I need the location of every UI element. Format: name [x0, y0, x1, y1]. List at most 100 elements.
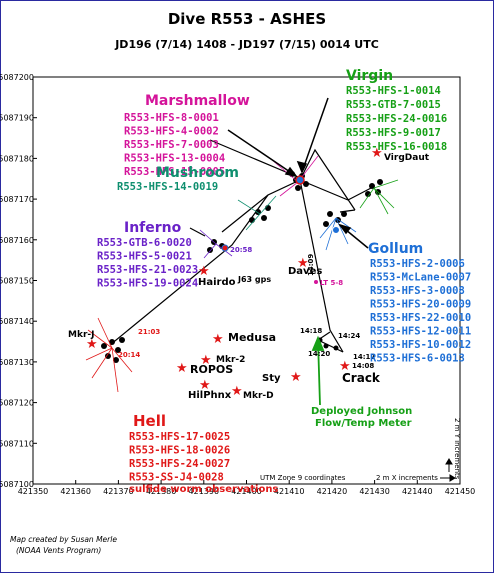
map-subtitle: JD196 (7/14) 1408 - JD197 (7/15) 0014 UT…	[114, 38, 379, 51]
sample-id-virgin: R553-HFS-16-0018	[346, 141, 447, 153]
svg-text:★: ★	[297, 256, 309, 271]
sample-id-virgin: R553-HFS-9-0017	[346, 127, 441, 139]
x-tick-label: 421360	[60, 487, 91, 496]
vent-labels: VirgDaut Daves Hairdo Medusa Mkr-2 ROPOS…	[68, 153, 430, 401]
x-tick-label: 421440	[402, 487, 433, 496]
sample-id-marshmallow: R553-HFS-7-0003	[124, 139, 219, 151]
x-tick-label: 421370	[103, 487, 134, 496]
sample-id-virgin: R553-HFS-1-0014	[346, 85, 441, 97]
sample-id-inferno: R553-HFS-21-0023	[97, 264, 198, 276]
site-name-marshmallow: Marshmallow	[145, 93, 250, 109]
sample-id-hell: R553-HFS-17-0025	[129, 431, 230, 443]
vent-ropos: ROPOS	[190, 363, 233, 376]
svg-text:★: ★	[200, 353, 212, 368]
vent-mkrd: Mkr-D	[243, 391, 274, 401]
time-2103: 21:03	[138, 328, 160, 336]
vent-sty: Sty	[262, 373, 281, 384]
time-1408: 14:08	[352, 362, 374, 370]
sample-id-gollum: R553-HFS-20-0009	[370, 299, 471, 311]
site-name-hell: Hell	[133, 412, 166, 430]
site-gollum: Gollum R553-HFS-2-0006R553-McLane-0007R5…	[368, 241, 471, 365]
site-marshmallow: Marshmallow R553-HFS-8-0001 R553-HFS-4-00…	[124, 93, 250, 178]
sample-id-gollum: R553-HFS-22-0010	[370, 312, 471, 324]
y-tick-label: 5087130	[0, 358, 34, 367]
x-tick-label: 421430	[359, 487, 390, 496]
sample-id-gollum: R553-McLane-0007	[370, 272, 471, 284]
sample-id-virgin: R553-HFS-24-0016	[346, 113, 447, 125]
sample-id-marshmallow: R553-HFS-15-0005	[124, 166, 225, 178]
vent-stars: ★ ★ ★ ★ ★ ★ ★ ★ ★ ★ ★	[86, 146, 383, 399]
y-tick-label: 5087170	[0, 195, 34, 204]
hell-note: sulfide worm observations	[129, 484, 278, 495]
coord-note: UTM Zone 9 coordinates	[260, 474, 346, 482]
svg-text:★: ★	[198, 264, 210, 279]
site-mushroom: Mushroom R553-HFS-14-0019	[117, 165, 239, 193]
x-tick-label: 421450	[445, 487, 476, 496]
sample-id-gollum: R553-HFS-2-0006	[370, 258, 465, 270]
x-increment-label: 2 m X increments	[376, 474, 438, 482]
vent-daves: Daves	[288, 266, 322, 277]
time-1412: 14:12	[353, 353, 375, 361]
sample-id-gollum: R553-HFS-12-0011	[370, 326, 471, 338]
site-arrows	[227, 97, 369, 249]
sample-id-marshmallow: R553-HFS-8-0001	[124, 112, 219, 124]
svg-text:★: ★	[339, 359, 351, 374]
vent-medusa: Medusa	[228, 331, 276, 344]
johnson-line2: Flow/Temp Meter	[315, 418, 412, 429]
sample-id-inferno: R553-HFS-5-0021	[97, 251, 192, 263]
x-tick-label: 421410	[274, 487, 305, 496]
time-1418: 14:18	[300, 327, 322, 335]
credit-line2: (NOAA Vents Program)	[16, 546, 101, 555]
y-tick-label: 5087200	[0, 73, 34, 82]
vent-crack: Crack	[342, 371, 381, 385]
y-tick-label: 5087180	[0, 154, 34, 163]
x-tick-label: 421350	[18, 487, 49, 496]
y-tick-label: 5087140	[0, 317, 34, 326]
svg-text:★: ★	[212, 332, 224, 347]
y-increment-label: 2 m Y increments	[453, 418, 461, 480]
time-1409: 14:09	[307, 254, 315, 276]
y-tick-label: 5087120	[0, 399, 34, 408]
map-title: Dive R553 - ASHES	[168, 10, 326, 28]
sample-id-inferno: R553-HFS-19-0024	[97, 278, 198, 290]
site-name-gollum: Gollum	[368, 241, 423, 257]
y-tick-label: 5087100	[0, 480, 34, 489]
svg-text:★: ★	[290, 370, 302, 385]
sample-id-gollum: R553-HFS-10-0012	[370, 339, 471, 351]
time-1424: 14:24	[338, 332, 360, 340]
y-tick-label: 5087160	[0, 236, 34, 245]
vent-hilphnx: HilPhnx	[188, 390, 232, 401]
site-name-inferno: Inferno	[124, 220, 182, 236]
x-tick-label: 421380	[146, 487, 177, 496]
dive-track	[109, 139, 374, 353]
sample-id-hell: R553-SS-J4-0028	[129, 472, 224, 484]
time-labels: 14:08 14:12 14:18 14:24 14:20 14:09 21:0…	[118, 246, 375, 370]
sample-id-marshmallow: R553-HFS-4-0002	[124, 126, 219, 138]
vent-j63: J63 gps	[237, 275, 271, 284]
sample-id-virgin: R553-GTB-7-0015	[346, 99, 441, 111]
x-tick-label: 421420	[317, 487, 348, 496]
vent-virgdaut: VirgDaut	[384, 153, 430, 163]
site-hell: Hell R553-HFS-17-0025R553-HFS-18-0026R55…	[129, 412, 278, 495]
axis-ticks: 421350 421360 421370 421380 421390 421400 4214…	[0, 73, 475, 496]
sample-id-gollum: R553-HFS-3-0008	[370, 285, 465, 297]
site-inferno: Inferno R553-GTB-6-0020R553-HFS-5-0021R5…	[97, 220, 198, 290]
svg-text:★: ★	[231, 384, 243, 399]
sample-id-mushroom: R553-HFS-14-0019	[117, 181, 218, 193]
site-markers	[221, 175, 340, 284]
vent-mkr2: Mkr-2	[216, 355, 245, 365]
sample-id-marshmallow: R553-HFS-13-0004	[124, 153, 225, 165]
site-name-mushroom: Mushroom	[156, 165, 239, 181]
time-1420: 14:20	[308, 350, 330, 358]
time-2058: 20:58	[230, 246, 252, 254]
svg-text:★: ★	[86, 337, 98, 352]
credit-line1: Map created by Susan Merle	[10, 535, 117, 544]
vent-hairdo: Hairdo	[198, 277, 236, 288]
svg-text:★: ★	[371, 146, 383, 161]
sample-spokes	[85, 155, 399, 393]
site-name-virgin: Virgin	[346, 68, 393, 84]
vent-mkrj: Mkr-J	[68, 330, 94, 340]
y-tick-label: 5087190	[0, 114, 34, 123]
y-tick-label: 5087150	[0, 277, 34, 286]
